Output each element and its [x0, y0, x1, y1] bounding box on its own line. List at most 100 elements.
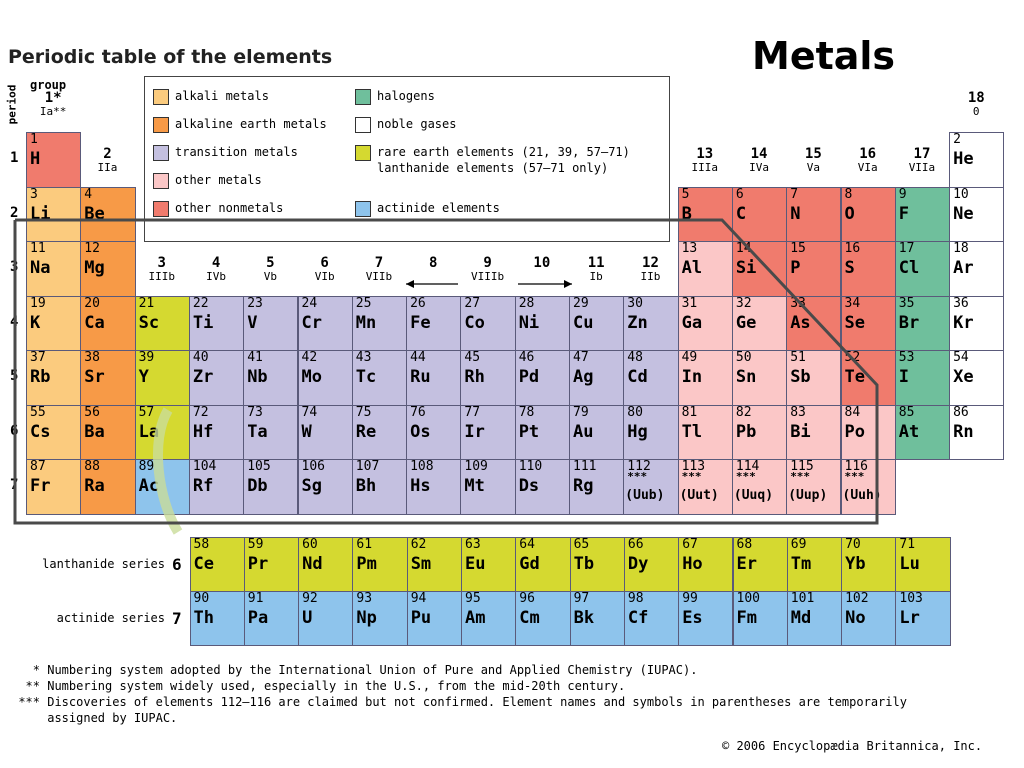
element-cl[interactable]: 17 Cl: [894, 241, 951, 297]
element-rg[interactable]: 111 Rg: [569, 459, 625, 515]
element-rh[interactable]: 45 Rh: [460, 350, 516, 406]
element-rn[interactable]: 86 Rn: [949, 404, 1005, 460]
element-hs[interactable]: 108 Hs: [406, 459, 462, 515]
element-ds[interactable]: 110 Ds: [514, 459, 570, 515]
element-pu[interactable]: 94 Pu: [406, 591, 462, 646]
element-al[interactable]: 13 Al: [677, 241, 733, 297]
element-fe[interactable]: 26 Fe: [406, 295, 462, 351]
element-sn[interactable]: 50 Sn: [731, 350, 788, 406]
element-nb[interactable]: 41 Nb: [243, 350, 299, 406]
element-au[interactable]: 79 Au: [569, 404, 625, 460]
element-kr[interactable]: 36 Kr: [949, 295, 1005, 351]
element-ba[interactable]: 56 Ba: [80, 404, 136, 460]
element-md[interactable]: 101 Md: [786, 591, 843, 646]
element-ca[interactable]: 20 Ca: [80, 295, 136, 351]
element-ru[interactable]: 44 Ru: [406, 350, 462, 406]
element-ni[interactable]: 28 Ni: [514, 295, 570, 351]
element-ta[interactable]: 73 Ta: [243, 404, 299, 460]
element-br[interactable]: 35 Br: [894, 295, 951, 351]
element-po[interactable]: 84 Po: [840, 404, 896, 460]
element-at[interactable]: 85 At: [894, 404, 951, 460]
element-cd[interactable]: 48 Cd: [623, 350, 679, 406]
element-pm[interactable]: 61 Pm: [352, 537, 408, 592]
element-am[interactable]: 95 Am: [461, 591, 517, 646]
element-sc[interactable]: 21 Sc: [134, 295, 190, 351]
element-ho[interactable]: 67 Ho: [678, 537, 734, 592]
element-li[interactable]: 3 Li: [26, 186, 82, 242]
element-lr[interactable]: 103 Lr: [895, 591, 951, 646]
element-bi[interactable]: 83 Bi: [786, 404, 842, 460]
element-tm[interactable]: 69 Tm: [786, 537, 843, 592]
element-nd[interactable]: 60 Nd: [298, 537, 354, 592]
element-in[interactable]: 49 In: [677, 350, 733, 406]
element-db[interactable]: 105 Db: [243, 459, 299, 515]
element-lu[interactable]: 71 Lu: [895, 537, 951, 592]
element-eu[interactable]: 63 Eu: [461, 537, 517, 592]
element-gd[interactable]: 64 Gd: [515, 537, 571, 592]
element-xe[interactable]: 54 Xe: [949, 350, 1005, 406]
element-cf[interactable]: 98 Cf: [623, 591, 680, 646]
element-tl[interactable]: 81 Tl: [677, 404, 733, 460]
element-uuh[interactable]: 116 *** (Uuh): [840, 459, 896, 515]
element-fr[interactable]: 87 Fr: [26, 459, 82, 515]
element-te[interactable]: 52 Te: [840, 350, 896, 406]
element-pb[interactable]: 82 Pb: [731, 404, 788, 460]
element-no[interactable]: 102 No: [841, 591, 897, 646]
element-cu[interactable]: 29 Cu: [569, 295, 625, 351]
element-ac[interactable]: 89 Ac: [134, 459, 190, 515]
element-uut[interactable]: 113 *** (Uut): [677, 459, 733, 515]
element-ar[interactable]: 18 Ar: [949, 241, 1005, 297]
element-sb[interactable]: 51 Sb: [786, 350, 842, 406]
element-tb[interactable]: 65 Tb: [569, 537, 625, 592]
element-rf[interactable]: 104 Rf: [188, 459, 245, 515]
element-mt[interactable]: 109 Mt: [460, 459, 516, 515]
element-mn[interactable]: 25 Mn: [351, 295, 408, 351]
element-mo[interactable]: 42 Mo: [297, 350, 353, 406]
element-mg[interactable]: 12 Mg: [80, 241, 136, 297]
element-sm[interactable]: 62 Sm: [406, 537, 462, 592]
element-es[interactable]: 99 Es: [678, 591, 734, 646]
element-sg[interactable]: 106 Sg: [297, 459, 353, 515]
element-fm[interactable]: 100 Fm: [732, 591, 788, 646]
element-dy[interactable]: 66 Dy: [623, 537, 680, 592]
element-pd[interactable]: 46 Pd: [514, 350, 570, 406]
element-as[interactable]: 33 As: [786, 295, 842, 351]
element-se[interactable]: 34 Se: [840, 295, 896, 351]
element-zn[interactable]: 30 Zn: [623, 295, 679, 351]
element-la[interactable]: 57 La: [134, 404, 190, 460]
element-co[interactable]: 27 Co: [460, 295, 516, 351]
element-be[interactable]: 4 Be: [80, 186, 136, 242]
element-pt[interactable]: 78 Pt: [514, 404, 570, 460]
element-w[interactable]: 74 W: [297, 404, 353, 460]
element-th[interactable]: 90 Th: [189, 591, 245, 646]
element-cm[interactable]: 96 Cm: [515, 591, 571, 646]
element-ga[interactable]: 31 Ga: [677, 295, 733, 351]
element-cr[interactable]: 24 Cr: [297, 295, 353, 351]
element-bh[interactable]: 107 Bh: [351, 459, 408, 515]
element-uuq[interactable]: 114 *** (Uuq): [731, 459, 788, 515]
element-cs[interactable]: 55 Cs: [26, 404, 82, 460]
element-ge[interactable]: 32 Ge: [731, 295, 788, 351]
element-yb[interactable]: 70 Yb: [841, 537, 897, 592]
element-os[interactable]: 76 Os: [406, 404, 462, 460]
element-ra[interactable]: 88 Ra: [80, 459, 136, 515]
element-hf[interactable]: 72 Hf: [188, 404, 245, 460]
element-u[interactable]: 92 U: [298, 591, 354, 646]
element-y[interactable]: 39 Y: [134, 350, 190, 406]
element-pr[interactable]: 59 Pr: [243, 537, 300, 592]
element-ne[interactable]: 10 Ne: [949, 186, 1005, 242]
element-na[interactable]: 11 Na: [26, 241, 82, 297]
element-uub[interactable]: 112 *** (Uub): [623, 459, 679, 515]
element-er[interactable]: 68 Er: [732, 537, 788, 592]
element-sr[interactable]: 38 Sr: [80, 350, 136, 406]
element-p[interactable]: 15 P: [786, 241, 842, 297]
element-pa[interactable]: 91 Pa: [243, 591, 300, 646]
element-ti[interactable]: 22 Ti: [188, 295, 245, 351]
element-i[interactable]: 53 I: [894, 350, 951, 406]
